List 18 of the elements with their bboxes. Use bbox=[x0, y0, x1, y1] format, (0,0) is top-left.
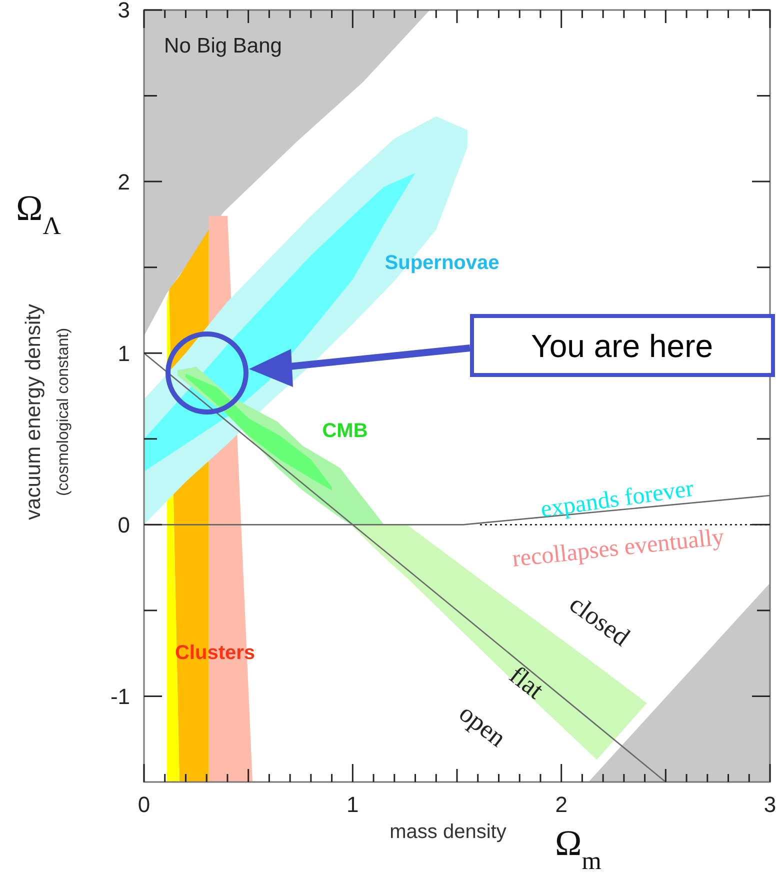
x-tick-label: 0 bbox=[138, 792, 150, 817]
annotation: Clusters bbox=[174, 642, 256, 664]
y-tick-label: -1 bbox=[110, 684, 130, 709]
annotation: CMB bbox=[322, 420, 368, 442]
y-tick-label: 0 bbox=[118, 512, 130, 538]
annotation: recollapses eventually bbox=[511, 524, 726, 572]
y-tick-label: 2 bbox=[118, 169, 130, 194]
x-tick-label: 3 bbox=[764, 792, 776, 817]
y-tick-label: 3 bbox=[118, 0, 130, 23]
x-tick-label: 2 bbox=[555, 792, 568, 817]
text: Ω$_{Λ}$ vacuum energy density (cosmological constant) bbox=[16, 188, 72, 520]
annotation: Supernovae bbox=[384, 252, 500, 274]
annotation: You are here bbox=[530, 328, 714, 364]
y-tick-label: 1 bbox=[118, 340, 130, 366]
annotation: expands forever bbox=[539, 476, 696, 523]
x-tick-label: 1 bbox=[346, 792, 359, 817]
text: mass density Ω$_{m}$ bbox=[390, 821, 602, 874]
annotation: No Big Bang bbox=[164, 34, 282, 58]
